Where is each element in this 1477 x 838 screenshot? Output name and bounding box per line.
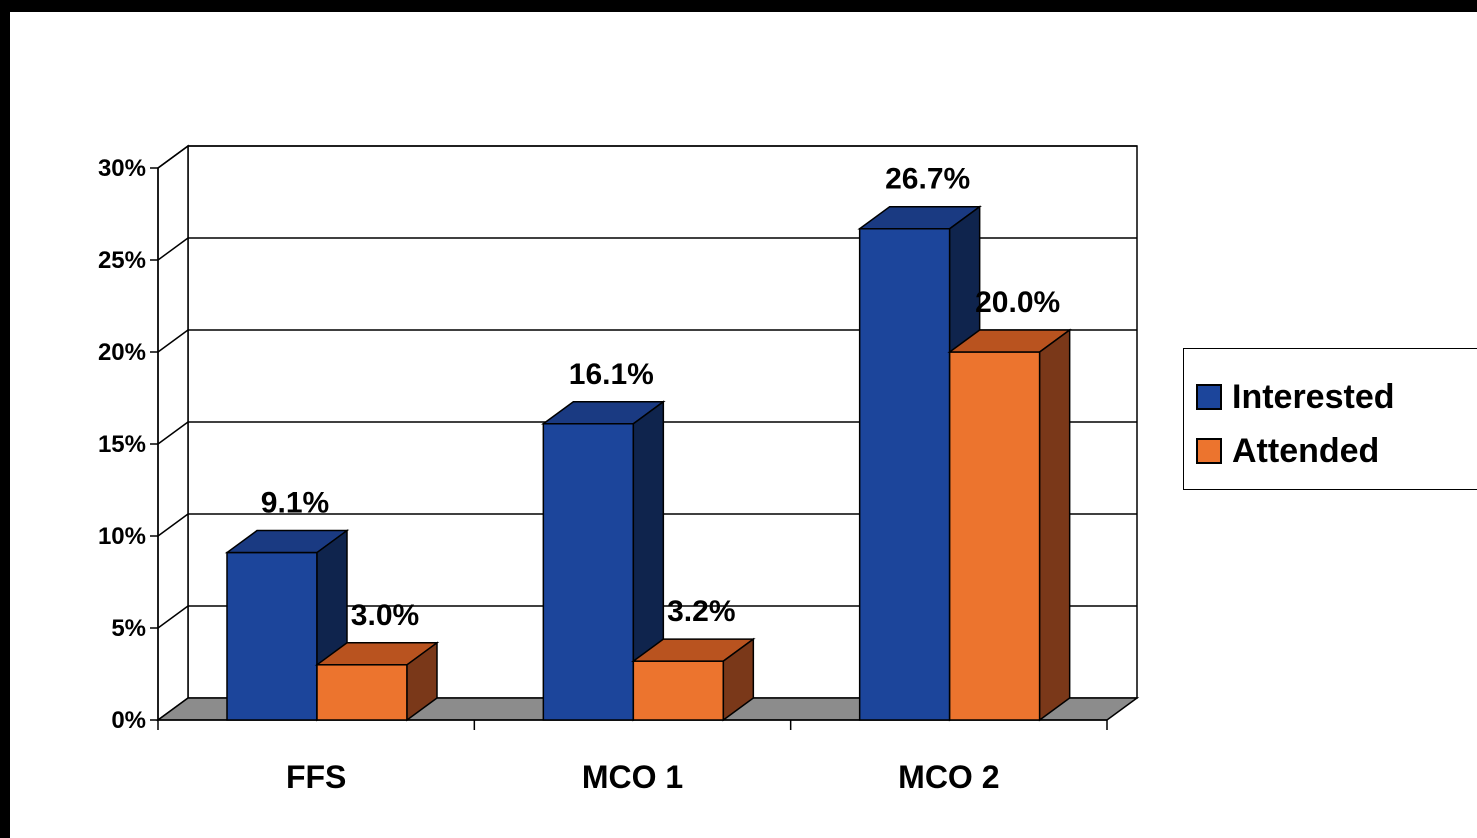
bar-attended-mco-1 <box>631 637 756 722</box>
chart-legend: Interested Attended <box>1183 348 1477 490</box>
legend-item-interested: Interested <box>1196 375 1395 419</box>
data-label-interested: 26.7% <box>885 163 970 196</box>
y-tick-label: 5% <box>111 615 146 642</box>
y-tick-label: 25% <box>98 247 146 274</box>
gridline-side <box>157 605 189 629</box>
y-tick-label: 0% <box>111 707 146 734</box>
data-label-attended: 3.0% <box>351 599 419 632</box>
data-label-interested: 16.1% <box>569 358 654 391</box>
data-label-interested: 9.1% <box>261 487 329 520</box>
x-category-label: FFS <box>286 759 346 795</box>
data-label-attended: 20.0% <box>975 286 1060 319</box>
gridline-side <box>157 329 189 353</box>
y-tick-label: 15% <box>98 431 146 458</box>
x-category-label: MCO 2 <box>898 759 999 795</box>
gridline-side <box>157 237 189 261</box>
bar-interested-mco-1 <box>541 400 666 722</box>
bar-attended-mco-2 <box>947 328 1072 722</box>
bar-attended-ffs <box>314 641 440 722</box>
legend-label-interested: Interested <box>1232 377 1395 416</box>
y-tick-label: 30% <box>98 155 146 182</box>
bar-side <box>406 641 438 722</box>
bar-front <box>948 351 1041 721</box>
y-tick-label: 20% <box>98 339 146 366</box>
legend-swatch-interested <box>1196 384 1222 410</box>
bar-front <box>542 423 635 721</box>
y-tick-label: 10% <box>98 523 146 550</box>
gridline-side <box>157 145 189 169</box>
bar-chart: 0% 5% 10% 15% 20% 25% 30% FFS MCO 1 MCO 2 9.1% 3.0… <box>98 144 1140 795</box>
legend-swatch-attended <box>1196 438 1222 464</box>
legend-item-attended: Attended <box>1196 429 1379 473</box>
legend-label-attended: Attended <box>1232 431 1380 470</box>
bar-front <box>858 227 951 721</box>
chart-canvas: 0% 5% 10% 15% 20% 25% 30% FFS MCO 1 MCO 2 9.1% 3.0… <box>10 12 1477 838</box>
gridline-side <box>157 513 189 537</box>
bar-front <box>632 660 725 721</box>
bar-front <box>226 551 318 721</box>
bar-side <box>722 637 755 722</box>
bar-front <box>316 664 408 721</box>
gridline-side <box>157 421 189 445</box>
data-label-attended: 3.2% <box>667 595 735 628</box>
bar-side <box>1038 328 1071 722</box>
x-category-label: MCO 1 <box>582 759 683 795</box>
